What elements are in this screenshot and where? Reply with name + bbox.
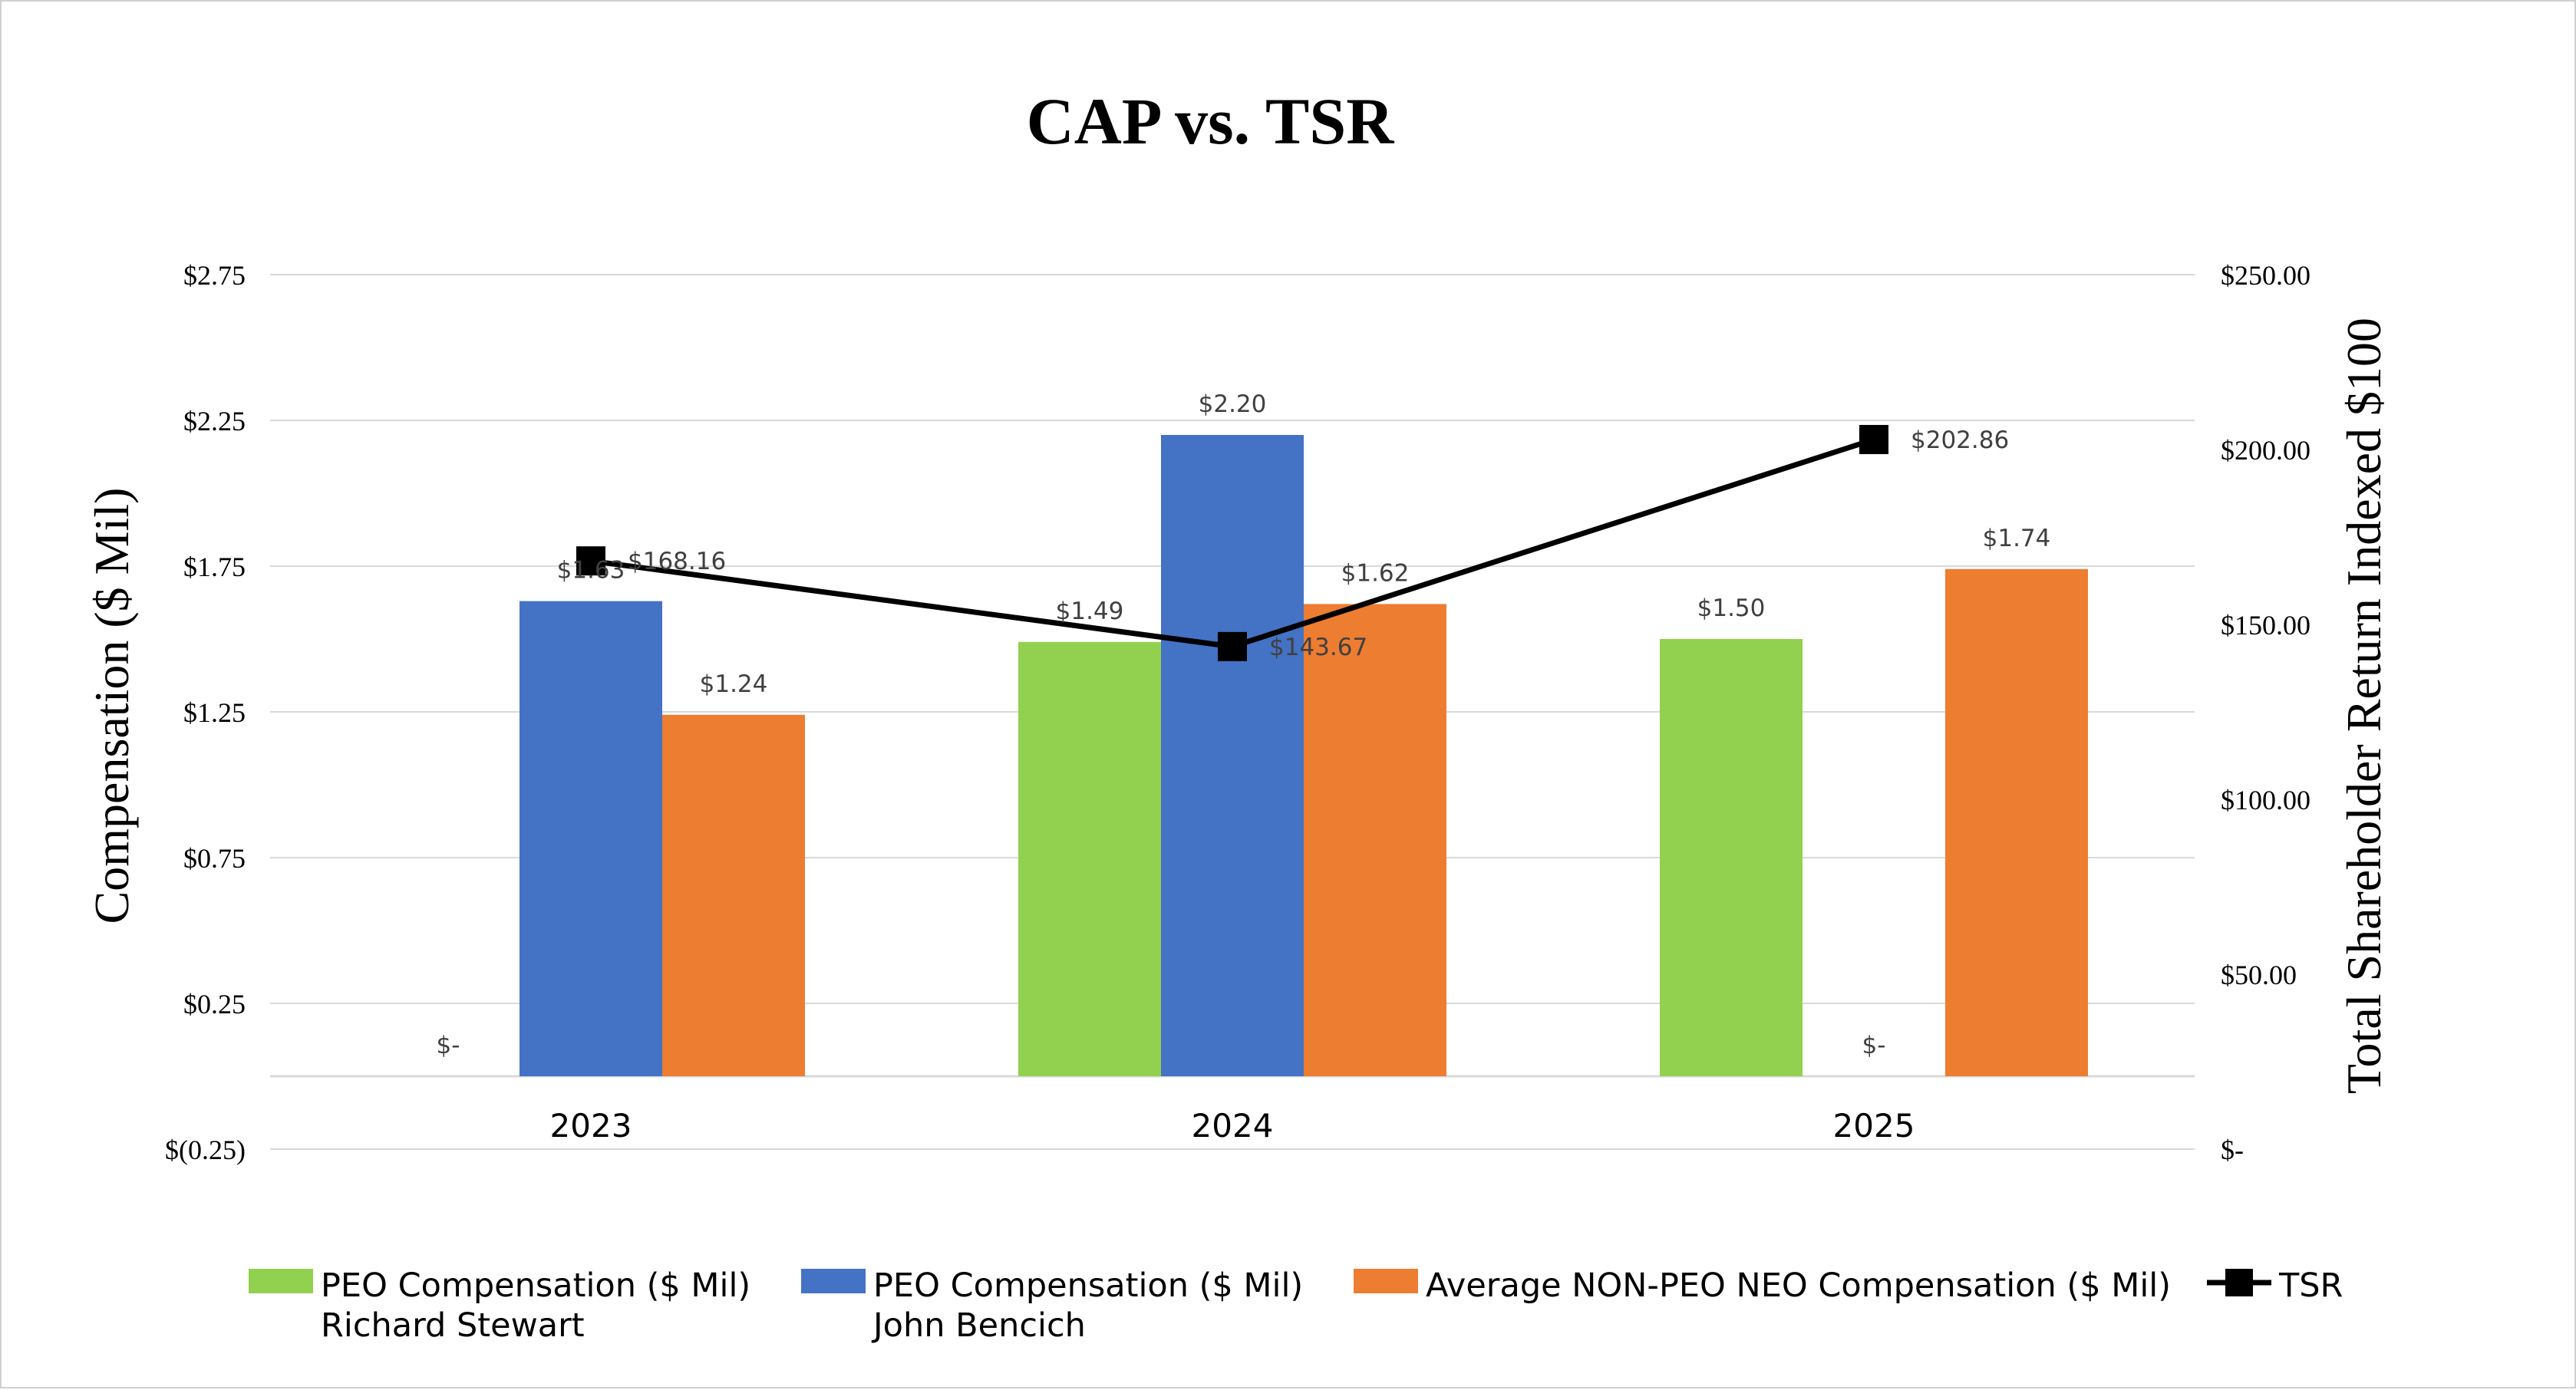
legend-item: PEO Compensation ($ Mil)John Bencich [801,1266,1303,1345]
bar-data-label: $2.20 [1199,390,1267,418]
legend-item: TSR [2207,1266,2343,1305]
legend-label: TSR [2278,1266,2343,1305]
x-tick-label: 2023 [550,1107,632,1145]
y-tick-label: $1.25 [183,697,246,728]
legend-label: PEO Compensation ($ Mil) [873,1266,1303,1305]
y-tick-label: $2.75 [183,260,246,291]
bar-data-label: $- [437,1032,460,1059]
tsr-data-label: $168.16 [628,548,726,575]
legend-label: PEO Compensation ($ Mil) [321,1266,750,1305]
x-tick-label: 2025 [1833,1107,1915,1145]
legend-swatch [1354,1269,1418,1293]
legend-item: PEO Compensation ($ Mil)Richard Stewart [249,1266,750,1345]
y-tick-label: $(0.25) [165,1135,246,1165]
y2-tick-label: $200.00 [2221,435,2310,466]
bar [519,601,662,1076]
bar [1161,435,1304,1076]
y-axis-label: Compensation ($ Mil) [84,488,139,924]
tsr-marker [1218,631,1247,661]
y2-tick-label: $50.00 [2221,960,2297,990]
tsr-marker [576,546,605,576]
bar-data-label: $1.50 [1697,595,1766,622]
bar-data-label: $1.49 [1056,598,1124,625]
bar [1945,568,2088,1076]
y-tick-label: $2.25 [183,406,246,436]
x-tick-label: 2024 [1192,1107,1274,1145]
data-labels-group: $- $1.49 $1.50 $1.63 $2.20 $- $1.24 $1.62 $1.74 $… [437,390,2051,1059]
chart-title: CAP vs. TSR [1027,84,1395,158]
bar-data-label: $- [1862,1032,1886,1059]
bar [1304,604,1446,1076]
bar [1018,641,1161,1076]
y2-tick-label: $250.00 [2221,260,2310,291]
legend-swatch [801,1269,866,1293]
y2-axis-label: Total Shareholder Return Indexed $100 [2337,318,2391,1094]
y-tick-label: $0.75 [183,843,246,874]
legend-item: Average NON-PEO NEO Compensation ($ Mil) [1354,1266,2171,1305]
tsr-line-group [576,424,1888,661]
bar-data-label: $1.74 [1983,525,2051,552]
bar [1660,639,1803,1076]
legend-label: John Bencich [871,1306,1086,1345]
y2-tick-label: $- [2221,1135,2244,1165]
bar-data-label: $1.62 [1341,559,1410,587]
legend-swatch [249,1269,313,1293]
y-tick-label: $1.75 [183,552,246,582]
bar-data-label: $1.24 [700,670,768,698]
tsr-data-label: $143.67 [1269,634,1367,661]
y2-tick-label: $150.00 [2221,610,2310,641]
y2-tick-label: $100.00 [2221,785,2310,815]
tsr-data-label: $202.86 [1911,427,2009,454]
legend-label: Average NON-PEO NEO Compensation ($ Mil) [1426,1266,2171,1305]
legend: PEO Compensation ($ Mil)Richard StewartP… [249,1266,2343,1345]
legend-label: Richard Stewart [321,1306,585,1345]
y-tick-label: $0.25 [183,989,246,1019]
tsr-marker [1859,424,1888,454]
axes-group: $(0.25)$0.25$0.75$1.25$1.75$2.25$2.75$-$… [165,260,2310,1165]
bars-group [519,435,2088,1076]
legend-marker-swatch [2225,1269,2253,1296]
bar-data-label: $1.63 [557,557,625,585]
bar [662,714,805,1076]
